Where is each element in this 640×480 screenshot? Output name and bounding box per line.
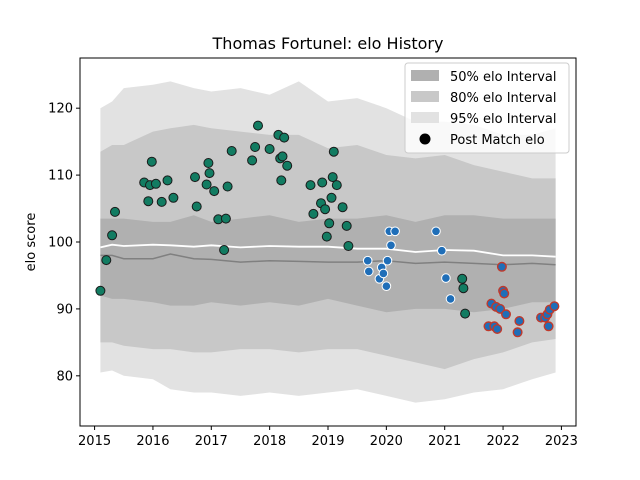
x-tick-label: 2015: [78, 434, 111, 449]
post-match-elo-point: [445, 294, 456, 304]
post-match-elo-point: [250, 142, 261, 152]
post-match-elo-point: [341, 220, 352, 231]
y-tick-label: 100: [48, 236, 73, 251]
post-match-elo-point: [390, 226, 400, 237]
post-match-elo-point: [327, 172, 338, 183]
post-match-elo-point: [458, 283, 469, 294]
legend-swatch: [411, 70, 439, 81]
post-match-elo-point: [549, 301, 560, 312]
x-tick-label: 2019: [311, 434, 344, 449]
legend-swatch: [411, 91, 439, 102]
plot-area: [95, 81, 560, 403]
x-tick-label: 2017: [195, 434, 228, 449]
y-tick-label: 80: [56, 369, 73, 384]
post-match-elo-point: [320, 204, 331, 215]
post-match-elo-point: [382, 255, 393, 266]
post-match-elo-point: [364, 266, 374, 277]
post-match-elo-point: [324, 218, 335, 229]
post-match-elo-point: [190, 172, 200, 183]
post-match-elo-point: [146, 156, 157, 167]
legend-marker: [419, 133, 431, 145]
x-tick-label: 2018: [253, 434, 286, 449]
y-tick-label: 120: [48, 102, 73, 117]
post-match-elo-point: [191, 201, 202, 212]
post-match-elo-point: [437, 245, 447, 256]
post-match-elo-point: [386, 240, 396, 251]
post-match-elo-point: [203, 158, 214, 168]
post-match-elo-point: [501, 309, 512, 320]
post-match-elo-point: [317, 177, 328, 188]
legend-box: [404, 62, 570, 154]
post-match-elo-point: [204, 168, 215, 179]
legend-label: Post Match elo: [450, 133, 545, 148]
legend-label: 80% elo Interval: [450, 91, 557, 106]
post-match-elo-point: [107, 230, 118, 241]
x-tick-label: 2020: [370, 434, 403, 449]
post-match-elo-point: [492, 324, 503, 335]
post-match-elo-point: [143, 196, 154, 207]
x-axis: 2015 2016 2017 2018 2019 2020 2021 2022 2023: [78, 426, 578, 449]
post-match-elo-point: [326, 192, 337, 203]
post-match-elo-point: [431, 226, 441, 237]
post-match-elo-point: [499, 288, 510, 299]
post-match-elo-point: [441, 273, 451, 283]
post-match-elo-point: [543, 321, 554, 332]
post-match-elo-point: [220, 213, 231, 224]
post-match-elo-point: [219, 245, 230, 255]
x-tick-label: 2016: [136, 434, 169, 449]
post-match-elo-point: [226, 146, 237, 156]
post-match-elo-point: [378, 268, 389, 279]
post-match-elo-point: [168, 192, 179, 203]
post-match-elo-point: [460, 308, 471, 319]
x-tick-label: 2022: [487, 434, 520, 449]
post-match-elo-point: [277, 151, 288, 162]
post-match-elo-point: [150, 178, 161, 189]
legend-swatch: [411, 112, 439, 123]
post-match-elo-point: [362, 255, 373, 266]
legend-label: 95% elo Interval: [450, 112, 557, 127]
post-match-elo-point: [201, 179, 212, 190]
post-match-elo-point: [331, 180, 342, 191]
y-tick-label: 90: [56, 302, 73, 317]
post-match-elo-point: [337, 202, 348, 213]
post-match-elo-point: [496, 261, 507, 272]
post-match-elo-point: [156, 196, 167, 207]
post-match-elo-point: [512, 327, 523, 338]
post-match-elo-point: [282, 160, 293, 171]
post-match-elo-point: [247, 155, 258, 166]
chart-title: Thomas Fortunel: elo History: [212, 34, 444, 53]
median-elo-line: [100, 253, 556, 266]
y-axis: 80 90 100 110 120: [48, 102, 80, 384]
post-match-elo-point: [222, 181, 233, 192]
post-match-elo-point: [264, 144, 275, 154]
post-match-elo-point: [305, 180, 316, 191]
mean-elo-line: [100, 243, 556, 258]
post-match-elo-point: [514, 316, 525, 327]
post-match-elo-point: [110, 206, 120, 217]
post-match-elo-point: [457, 273, 468, 284]
post-match-elo-point: [101, 255, 112, 266]
band-50-interval: [100, 215, 556, 313]
y-tick-label: 110: [48, 169, 73, 184]
post-match-elo-point: [381, 281, 392, 292]
post-match-elo-point: [279, 132, 290, 143]
post-match-elo-point: [343, 241, 354, 251]
legend-label: 50% elo Interval: [450, 70, 557, 85]
legend: 50% elo Interval 80% elo Interval 95% elo …: [404, 62, 570, 154]
y-axis-label: elo score: [24, 213, 39, 272]
post-match-elo-point: [308, 208, 319, 219]
x-tick-label: 2021: [428, 434, 461, 449]
post-match-elo-point: [321, 231, 332, 242]
post-match-elo-point: [95, 285, 106, 296]
post-match-elo-point: [162, 175, 173, 186]
x-tick-label: 2023: [545, 434, 578, 449]
post-match-elo-point: [209, 186, 220, 197]
post-match-elo-point: [253, 120, 263, 131]
post-match-elo-point: [276, 175, 287, 186]
post-match-elo-point: [328, 146, 339, 157]
